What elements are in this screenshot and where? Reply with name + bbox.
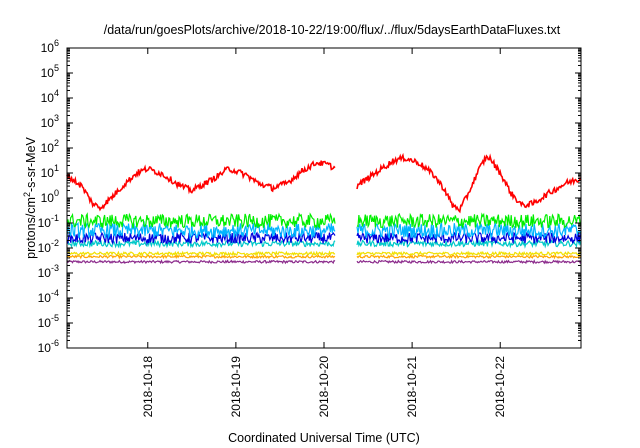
series-line	[66, 250, 336, 257]
y-axis-title: protons/cm2-s-sr-MeV	[22, 136, 38, 258]
y-tick-label: 103	[41, 113, 59, 130]
series-line	[356, 212, 582, 229]
y-axis-title-pre: protons/cm	[24, 197, 38, 259]
series-line	[66, 238, 336, 249]
series-line	[356, 238, 582, 249]
series-line	[66, 253, 336, 260]
series-line	[356, 221, 582, 240]
y-tick-label: 106	[41, 38, 59, 55]
y-axis-ticks: 10-6 10-5 10-4 10-3 10-2 10-1 100 101 102 103 104 1…	[38, 38, 581, 355]
y-axis-title-sup: 2	[22, 192, 32, 197]
plot-area: 10-6 10-5 10-4 10-3 10-2 10-1 100 101 102 103 104 1…	[38, 38, 582, 417]
y-tick-label: 10-4	[38, 288, 59, 305]
series-group	[66, 152, 582, 265]
y-tick-label: 10-6	[38, 338, 59, 355]
series-line	[356, 152, 582, 214]
x-tick-label: 2018-10-19	[229, 356, 243, 418]
y-tick-label: 100	[41, 188, 59, 205]
x-tick-label: 2018-10-18	[141, 356, 155, 418]
plot-frame	[66, 47, 582, 349]
series-line	[356, 259, 582, 265]
y-tick-label: 102	[41, 138, 59, 155]
series-line	[66, 231, 336, 246]
y-tick-label: 10-3	[38, 263, 59, 280]
series-line	[356, 250, 582, 257]
y-tick-label: 10-5	[38, 313, 59, 330]
x-tick-label: 2018-10-20	[317, 356, 331, 418]
y-tick-label: 105	[41, 63, 59, 80]
x-axis-ticks: 2018-10-18 2018-10-19 2018-10-20 2018-10-21…	[141, 48, 507, 417]
y-tick-label: 10-2	[38, 238, 59, 255]
x-tick-label: 2018-10-22	[493, 356, 507, 418]
series-line	[66, 259, 336, 265]
x-axis-title: Coordinated Universal Time (UTC)	[228, 431, 420, 445]
series-line	[66, 212, 336, 230]
series-line	[66, 160, 336, 212]
y-axis-title-post: -s-sr-MeV	[24, 136, 38, 192]
chart-title: /data/run/goesPlots/archive/2018-10-22/1…	[104, 23, 561, 37]
y-tick-label: 101	[41, 163, 59, 180]
y-tick-label: 104	[41, 88, 59, 105]
x-tick-label: 2018-10-21	[405, 356, 419, 418]
y-tick-label: 10-1	[38, 213, 59, 230]
